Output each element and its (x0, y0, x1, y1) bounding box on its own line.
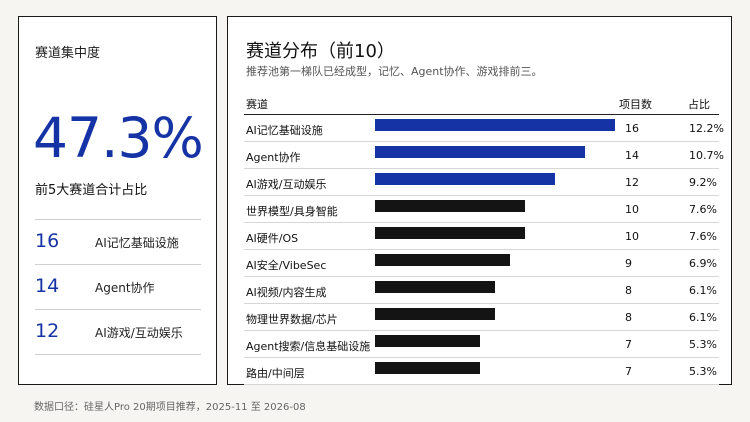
share-label: 7.6% (689, 230, 717, 243)
top5-share-label: 前5大赛道合计占比 (35, 183, 148, 198)
concentration-panel: 赛道集中度 47.3% 前5大赛道合计占比 16 AI记忆基础设施 14 Age… (18, 16, 217, 385)
category-label: Agent搜索/信息基础设施 (246, 340, 371, 353)
category-label: 世界模型/具身智能 (246, 205, 338, 218)
list-item: 16 AI记忆基础设施 (35, 220, 201, 265)
chart-subtitle: 推荐池第一梯队已经成型，记忆、Agent协作、游戏排前三。 (246, 65, 543, 78)
bar (375, 254, 510, 266)
count-label: 10 (625, 230, 639, 243)
bar (375, 200, 525, 212)
share-label: 12.2% (689, 122, 724, 135)
list-item: 12 AI游戏/互动娱乐 (35, 310, 201, 355)
share-label: 10.7% (689, 149, 724, 162)
category-label: Agent协作 (246, 151, 301, 164)
table-row: 物理世界数据/芯片 8 6.1% (244, 304, 719, 331)
track-count: 12 (35, 320, 60, 342)
share-label: 5.3% (689, 338, 717, 351)
count-label: 12 (625, 176, 639, 189)
bar (375, 308, 495, 320)
track-name: AI游戏/互动娱乐 (95, 326, 183, 340)
chart-title: 赛道分布（前10） (246, 41, 395, 62)
share-label: 9.2% (689, 176, 717, 189)
table-row: AI安全/VibeSec 9 6.9% (244, 250, 719, 277)
bar (375, 146, 585, 158)
header-divider (244, 114, 719, 115)
bar (375, 281, 495, 293)
bar (375, 362, 480, 374)
share-label: 6.1% (689, 311, 717, 324)
bar (375, 119, 615, 131)
table-row: AI视频/内容生成 8 6.1% (244, 277, 719, 304)
count-label: 8 (625, 311, 632, 324)
top5-share-value: 47.3% (33, 106, 204, 170)
table-row: Agent协作 14 10.7% (244, 142, 724, 169)
header-category: 赛道 (246, 98, 268, 111)
count-label: 16 (625, 122, 639, 135)
header-share: 占比 (688, 98, 710, 111)
category-label: AI记忆基础设施 (246, 124, 323, 137)
header-count: 项目数 (619, 98, 652, 111)
data-footnote: 数据口径：硅星人Pro 20期项目推荐，2025-11 至 2026-08 (34, 402, 306, 413)
bar (375, 173, 555, 185)
table-row: AI记忆基础设施 16 12.2% (244, 115, 724, 142)
count-label: 9 (625, 257, 632, 270)
category-label: AI安全/VibeSec (246, 259, 327, 272)
table-row: Agent搜索/信息基础设施 7 5.3% (244, 331, 719, 358)
share-label: 5.3% (689, 365, 717, 378)
track-name: AI记忆基础设施 (95, 236, 179, 250)
count-label: 7 (625, 338, 632, 351)
table-row: 世界模型/具身智能 10 7.6% (244, 196, 719, 223)
table-row: AI游戏/互动娱乐 12 9.2% (244, 169, 719, 196)
track-name: Agent协作 (95, 281, 155, 295)
distribution-panel: 赛道分布（前10） 推荐池第一梯队已经成型，记忆、Agent协作、游戏排前三。 … (227, 16, 732, 385)
concentration-title: 赛道集中度 (35, 46, 101, 61)
table-row: AI硬件/OS 10 7.6% (244, 223, 719, 250)
category-label: AI视频/内容生成 (246, 286, 327, 299)
share-label: 6.9% (689, 257, 717, 270)
category-label: 物理世界数据/芯片 (246, 313, 338, 326)
track-count: 16 (35, 230, 60, 252)
bar (375, 335, 480, 347)
share-label: 7.6% (689, 203, 717, 216)
count-label: 8 (625, 284, 632, 297)
category-label: AI硬件/OS (246, 232, 299, 245)
top-tracks-list: 16 AI记忆基础设施 14 Agent协作 12 AI游戏/互动娱乐 (35, 219, 201, 355)
category-label: 路由/中间层 (246, 367, 305, 380)
share-label: 6.1% (689, 284, 717, 297)
table-row: 路由/中间层 7 5.3% (244, 358, 719, 385)
count-label: 7 (625, 365, 632, 378)
count-label: 10 (625, 203, 639, 216)
list-item: 14 Agent协作 (35, 265, 201, 310)
track-count: 14 (35, 275, 60, 297)
bar (375, 227, 525, 239)
count-label: 14 (625, 149, 639, 162)
category-label: AI游戏/互动娱乐 (246, 178, 327, 191)
bar-chart: AI记忆基础设施 16 12.2% Agent协作 14 10.7% AI游戏/互动娱乐 12… (244, 115, 724, 385)
